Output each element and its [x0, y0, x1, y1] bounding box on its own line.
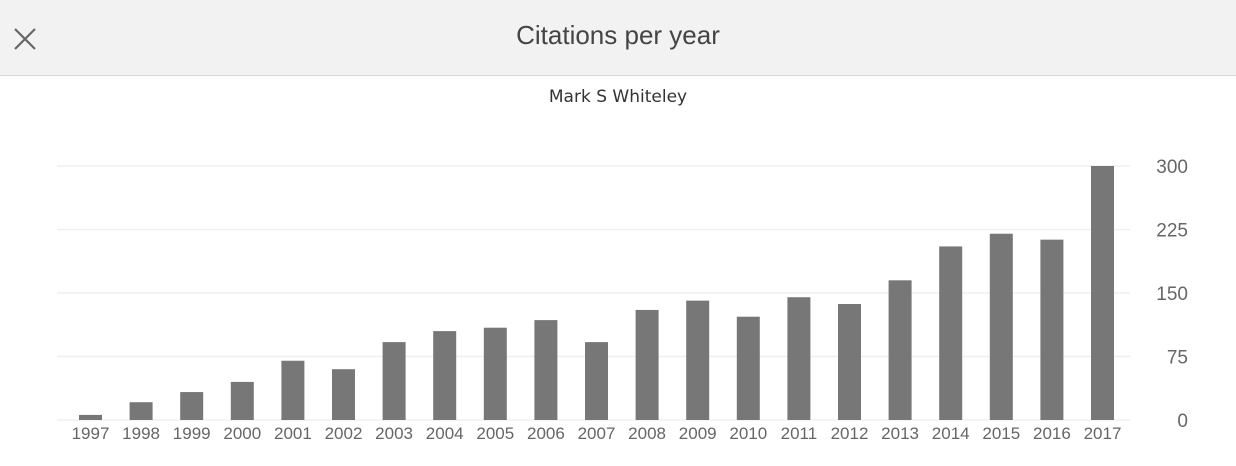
bar-2009 [686, 300, 710, 420]
y-tick-label: 150 [1156, 284, 1188, 305]
bar-2002 [332, 369, 355, 420]
bar-2015 [989, 233, 1013, 420]
bar-2006 [534, 320, 558, 420]
x-tick-label: 2009 [679, 424, 717, 443]
bar-2004 [433, 331, 457, 420]
x-tick-label: 1999 [173, 424, 211, 443]
x-tick-label: 2006 [527, 424, 565, 443]
x-tick-label: 2001 [274, 424, 312, 443]
x-tick-label: 2017 [1084, 424, 1122, 443]
close-icon[interactable] [12, 26, 38, 52]
x-tick-label: 2016 [1033, 424, 1071, 443]
x-tick-label: 2005 [476, 424, 514, 443]
bar-2008 [635, 309, 659, 420]
bar-2016 [1040, 239, 1064, 420]
x-tick-label: 2007 [578, 424, 616, 443]
x-tick-label: 2003 [375, 424, 413, 443]
x-tick-label: 1997 [72, 424, 110, 443]
bar-1998 [129, 402, 153, 420]
y-tick-label: 300 [1156, 157, 1188, 178]
x-tick-label: 2004 [426, 424, 464, 443]
bar-2007 [585, 342, 608, 420]
x-tick-label: 2002 [325, 424, 363, 443]
bar-2000 [230, 381, 254, 420]
bar-2003 [382, 342, 406, 420]
bar-2012 [838, 304, 861, 420]
y-tick-label: 225 [1156, 221, 1188, 242]
x-tick-label: 2000 [223, 424, 261, 443]
y-tick-label: 75 [1167, 348, 1188, 369]
bar-1999 [180, 392, 204, 420]
bar-2013 [888, 280, 912, 420]
bar-2001 [281, 360, 305, 420]
bar-2010 [736, 316, 760, 420]
bar-2011 [787, 297, 811, 420]
dialog-title: Citations per year [516, 20, 720, 50]
x-tick-label: 2011 [781, 424, 818, 443]
x-tick-label: 1998 [122, 424, 160, 443]
dialog-header: Citations per year [0, 0, 1236, 76]
x-tick-label: 2014 [932, 424, 970, 443]
bar-1997 [79, 414, 102, 420]
bar-2005 [483, 327, 507, 420]
x-tick-label: 2012 [831, 424, 869, 443]
x-tick-label: 2015 [982, 424, 1020, 443]
chart-title: Mark S Whiteley [548, 87, 688, 107]
y-tick-label: 0 [1177, 411, 1188, 432]
x-tick-label: 2008 [628, 424, 666, 443]
bar-2017 [1091, 166, 1114, 420]
bar-2014 [939, 246, 963, 420]
x-tick-label: 2010 [729, 424, 767, 443]
x-tick-label: 2013 [881, 424, 919, 443]
